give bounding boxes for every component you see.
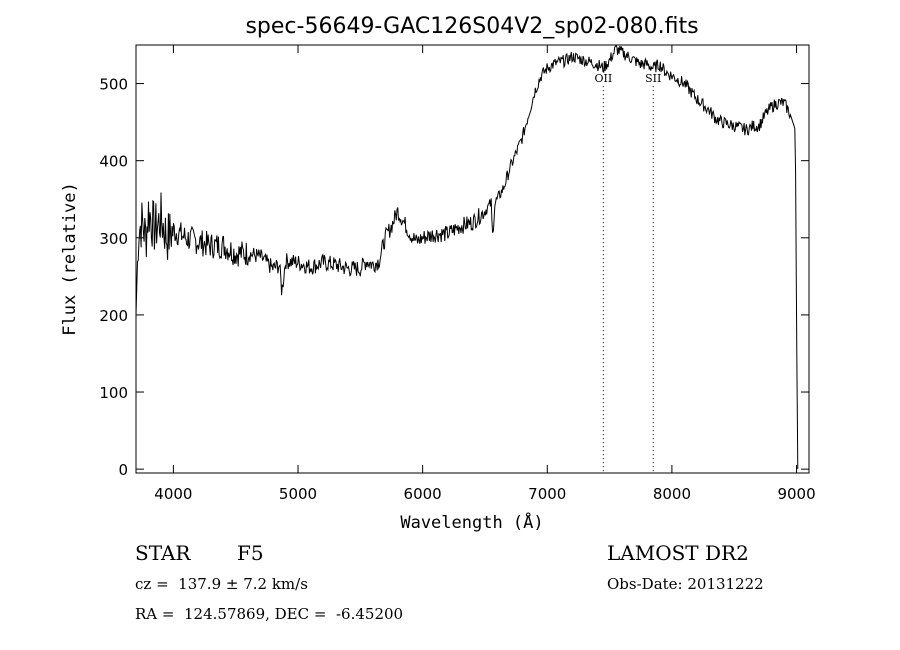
spectral-subclass-label: F5 xyxy=(237,541,264,565)
y-tick-label: 100 xyxy=(99,384,128,402)
annotation-label: OII xyxy=(595,72,613,85)
spectrum-series-line xyxy=(135,44,799,470)
object-class-label: STAR xyxy=(135,541,191,565)
obs-date-readout: Obs-Date: 20131222 xyxy=(607,575,764,593)
x-tick-label: 7000 xyxy=(528,485,566,503)
x-tick-label: 4000 xyxy=(154,485,192,503)
annotation-label: SII xyxy=(645,72,661,85)
y-axis-label: Flux (relative) xyxy=(60,182,80,336)
y-tick-label: 400 xyxy=(99,153,128,171)
x-axis-label: Wavelength (Å) xyxy=(400,511,543,533)
x-tick-label: 8000 xyxy=(653,485,691,503)
x-tick-label: 9000 xyxy=(777,485,815,503)
x-tick-label: 5000 xyxy=(279,485,317,503)
y-tick-label: 0 xyxy=(118,461,128,479)
line-annotations: OII SII xyxy=(595,72,661,473)
redshift-readout: cz = 137.9 ± 7.2 km/s xyxy=(135,575,308,593)
y-tick-label: 500 xyxy=(99,76,128,94)
y-tick-label: 300 xyxy=(99,230,128,248)
x-tick-label: 6000 xyxy=(404,485,442,503)
chart-title: spec-56649-GAC126S04V2_sp02-080.fits xyxy=(245,14,698,39)
coordinates-readout: RA = 124.57869, DEC = -6.45200 xyxy=(135,605,404,623)
axis-ticks: 4000 5000 6000 7000 8000 9000 0 100 200 300 400 500 xyxy=(99,45,816,503)
survey-label: LAMOST DR2 xyxy=(607,541,749,565)
y-tick-label: 200 xyxy=(99,307,128,325)
plot-frame xyxy=(135,44,810,474)
